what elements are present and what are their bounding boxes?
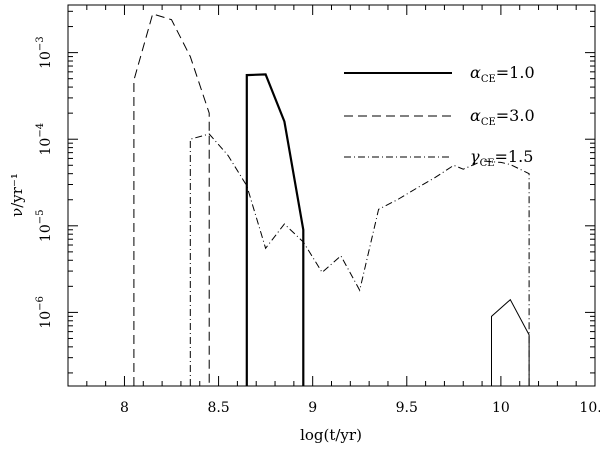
x-tick-label: 8.5: [207, 400, 229, 416]
axis-ticks: [68, 5, 596, 386]
svg-text:10−4: 10−4: [35, 123, 54, 156]
y-tick-label: 10−6: [35, 296, 54, 329]
legend-label-alpha1: αCE=1.0: [470, 63, 535, 85]
x-axis-title: log(t/yr): [300, 426, 362, 444]
svg-text:10−3: 10−3: [35, 36, 54, 69]
series-gamma: [189, 133, 530, 386]
y-tick-labels: 10−3 10−4 10−5 10−6: [35, 36, 54, 328]
legend: αCE=1.0 αCE=3.0 γCE=1.5: [344, 63, 535, 169]
x-tick-label: 10: [492, 400, 510, 416]
y-tick-label: 10−4: [35, 123, 54, 156]
series-line: [189, 133, 530, 386]
y-tick-label: 10−5: [35, 210, 54, 243]
series-line: [245, 73, 305, 386]
y-tick-label: 10−3: [35, 36, 54, 69]
legend-label-alpha3: αCE=3.0: [470, 106, 535, 128]
series-line: [491, 298, 530, 386]
legend-label-gamma: γCE=1.5: [470, 147, 533, 169]
x-tick-label: 8: [120, 400, 129, 416]
x-tick-label: 9.5: [396, 400, 418, 416]
x-tick-label: 10.5: [579, 400, 600, 416]
y-axis-title: ν/yr⁻¹: [8, 173, 26, 217]
series-layer: [133, 13, 530, 386]
svg-text:10−6: 10−6: [35, 296, 54, 329]
series-line: [133, 13, 210, 386]
x-tick-labels: 8 8.5 9 9.5 10 10.5: [120, 400, 600, 416]
x-tick-label: 9: [308, 400, 317, 416]
svg-text:10−5: 10−5: [35, 210, 54, 243]
series-alpha3: [133, 13, 210, 386]
